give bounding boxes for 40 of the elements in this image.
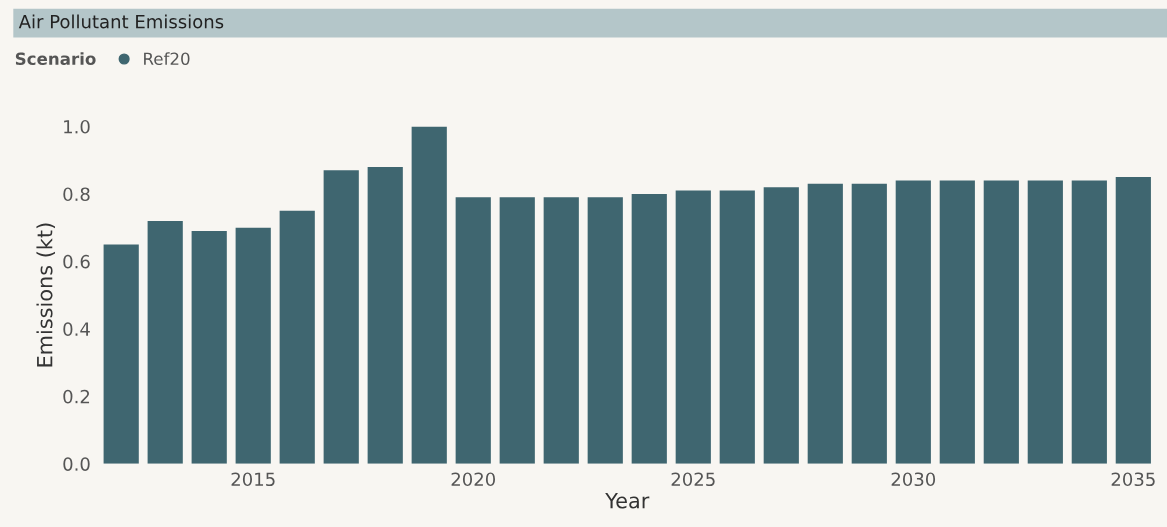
bar xyxy=(1115,177,1151,464)
y-tick-label: 0.2 xyxy=(63,389,90,404)
bar xyxy=(103,244,139,464)
bar xyxy=(587,197,623,464)
legend-title: Scenario xyxy=(15,52,96,66)
x-tick-label: 2030 xyxy=(891,472,936,487)
bar xyxy=(323,170,359,464)
bar xyxy=(147,220,183,464)
x-axis-title: Year xyxy=(605,492,650,509)
bar xyxy=(807,183,843,464)
y-tick-label: 0.6 xyxy=(63,254,90,269)
y-tick-label: 0.8 xyxy=(63,187,90,202)
bar xyxy=(763,187,799,464)
y-tick-label: 0.0 xyxy=(63,457,90,471)
bar xyxy=(1071,180,1107,464)
bar xyxy=(983,180,1019,464)
bar xyxy=(235,227,271,464)
bar xyxy=(499,197,535,464)
legend-label: Ref20 xyxy=(144,52,190,66)
bar xyxy=(455,197,491,464)
bar xyxy=(543,197,579,464)
y-tick-label: 0.4 xyxy=(63,322,90,336)
bar xyxy=(719,190,755,464)
bar xyxy=(675,190,711,464)
bar xyxy=(631,193,667,464)
chart-title: Air Pollutant Emissions xyxy=(18,14,224,29)
x-tick-label: 2025 xyxy=(671,472,715,487)
y-axis-title: Emissions (kt) xyxy=(36,223,56,367)
bar xyxy=(939,180,975,464)
y-tick-label: 1.0 xyxy=(64,119,90,134)
bar xyxy=(1027,180,1063,464)
x-tick-label: 2035 xyxy=(1111,472,1155,487)
x-tick-label: 2015 xyxy=(231,472,275,487)
bar xyxy=(367,166,403,464)
bar xyxy=(279,210,315,464)
bar xyxy=(191,231,227,464)
bar xyxy=(851,183,887,464)
bar xyxy=(411,126,447,464)
bar xyxy=(895,180,931,464)
x-tick-label: 2020 xyxy=(451,472,496,487)
